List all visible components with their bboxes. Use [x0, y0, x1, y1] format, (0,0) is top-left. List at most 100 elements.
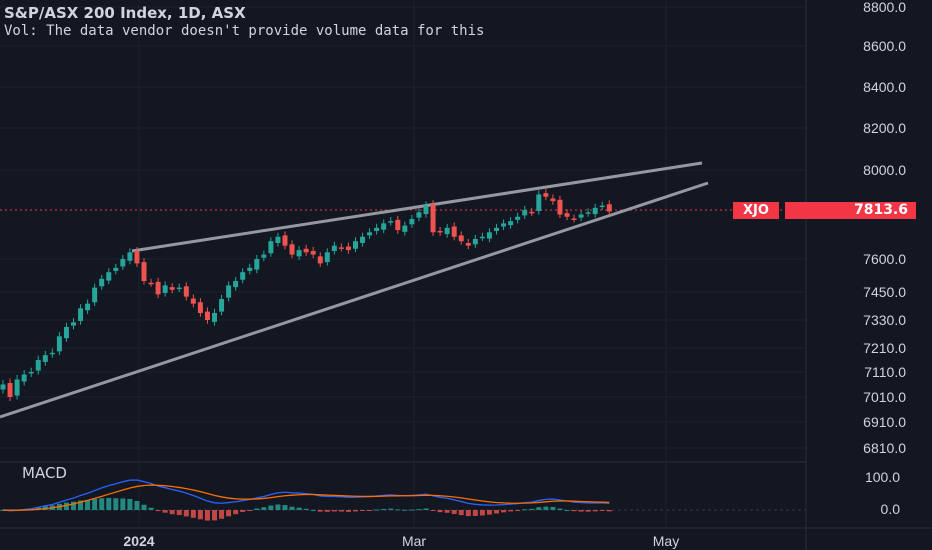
macd-histogram-bar [465, 510, 471, 517]
macd-histogram-bar [162, 510, 168, 513]
price-axis: 8800.0 8600.0 8400.0 8200.0 8000.0 7600.0 7450… [863, 0, 906, 456]
candle [7, 383, 13, 397]
macd-histogram-bar [550, 506, 556, 510]
candle [338, 247, 344, 249]
macd-histogram-bar [444, 510, 450, 513]
macd-histogram-bar [423, 508, 429, 510]
macd-histogram-bar [176, 510, 182, 516]
candle [324, 252, 330, 263]
candle [317, 256, 323, 264]
price-axis-tick: 7010.0 [863, 389, 906, 405]
macd-histogram-bar [240, 510, 246, 512]
macd-line [2, 479, 610, 512]
candle [606, 204, 612, 212]
macd-axis-tick: 100.0 [865, 469, 900, 485]
candle [599, 205, 605, 208]
price-axis-tick: 6910.0 [863, 414, 906, 430]
candle [92, 287, 98, 303]
price-axis-tick: 8600.0 [863, 38, 906, 54]
signal-line [2, 484, 610, 511]
candle [183, 286, 189, 297]
macd-histogram-bar [409, 509, 415, 511]
macd-histogram-bar [557, 508, 563, 510]
candle [303, 248, 309, 253]
candle [430, 204, 436, 233]
price-axis-tick: 7450.0 [863, 284, 906, 300]
macd-histogram-bar [134, 501, 140, 510]
candle [515, 216, 521, 220]
macd-histogram-bar [353, 510, 358, 512]
candle [21, 374, 27, 382]
candle [127, 252, 133, 261]
candle [275, 236, 281, 243]
macd-pane [0, 479, 806, 521]
candle [536, 194, 542, 211]
candle [592, 207, 598, 215]
macd-histogram-bar [92, 498, 98, 510]
time-axis-tick: May [653, 533, 679, 549]
macd-histogram-bar [141, 504, 147, 510]
candle [0, 384, 6, 390]
macd-histogram-bar [508, 510, 514, 512]
candle [402, 225, 408, 232]
candle [479, 236, 485, 239]
lower-trendline [0, 181, 709, 419]
time-axis-tick: Mar [402, 533, 426, 549]
price-axis-tick: 7210.0 [863, 340, 906, 356]
candle [148, 282, 154, 285]
candle [261, 254, 267, 258]
candle [219, 299, 225, 312]
candle [486, 232, 492, 239]
macd-histogram-bar [317, 510, 323, 512]
macd-histogram-bar [212, 510, 217, 521]
macd-histogram-bar [388, 508, 394, 510]
candle [508, 221, 514, 226]
candle [395, 219, 401, 231]
chart-legend: S&P/ASX 200 Index, 1D, ASX Vol: The data… [4, 4, 804, 40]
candle [381, 223, 387, 230]
candle [106, 272, 112, 281]
candle [240, 272, 246, 280]
macd-histogram-bar [120, 498, 126, 510]
macd-histogram-bar [345, 510, 351, 512]
candle [254, 259, 260, 270]
macd-histogram-bar [247, 510, 253, 511]
macd-histogram-bar [529, 508, 535, 510]
candle [360, 236, 366, 243]
last-price-tag: XJO 7813.6 [733, 202, 916, 219]
macd-histogram-bar [289, 506, 295, 510]
candle [557, 199, 563, 215]
macd-histogram-bar [226, 510, 232, 517]
candle [550, 198, 556, 202]
candle [71, 322, 76, 326]
macd-histogram-bar [35, 507, 41, 510]
candle [296, 250, 302, 257]
grid-lines [0, 0, 806, 528]
candle [331, 245, 337, 251]
macd-histogram-bar [501, 510, 507, 513]
candle [197, 302, 203, 313]
macd-histogram-bar [479, 510, 485, 516]
macd-histogram-bar [578, 510, 584, 512]
candle [282, 235, 288, 246]
candle [204, 311, 210, 320]
macd-histogram-bar [494, 510, 499, 514]
macd-histogram-bar [331, 510, 337, 512]
candle [49, 352, 55, 355]
macd-histogram-bar [155, 510, 161, 512]
price-axis-tick: 8400.0 [863, 79, 906, 95]
price-axis-tick: 8800.0 [863, 0, 906, 15]
candle [571, 218, 577, 221]
macd-histogram-bar [197, 510, 203, 520]
candle [437, 230, 443, 233]
price-axis-tick: 7600.0 [863, 251, 906, 267]
macd-histogram-bar [275, 504, 281, 510]
candle [85, 303, 91, 311]
macd-histogram-bar [296, 507, 302, 510]
macd-histogram-bar [219, 510, 225, 519]
macd-histogram-bar [268, 505, 274, 510]
macd-histogram-bar [310, 509, 316, 511]
candle [190, 298, 196, 304]
macd-histogram-bar [127, 498, 133, 510]
